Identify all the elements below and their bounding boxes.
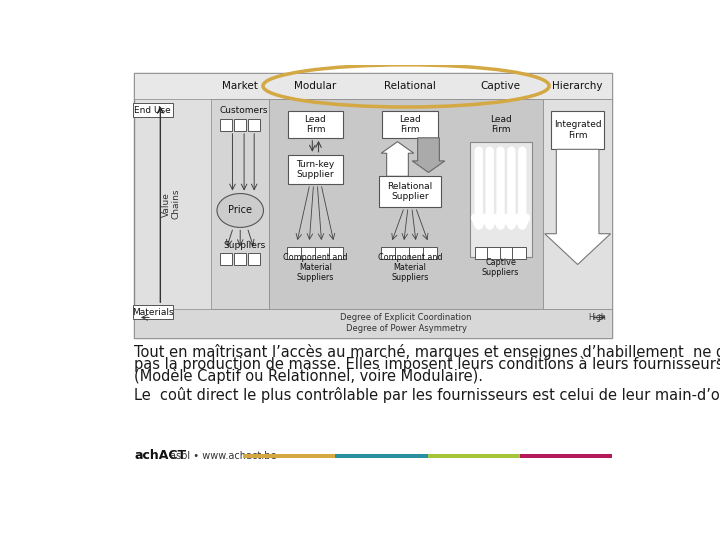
- FancyBboxPatch shape: [287, 247, 301, 259]
- Text: Component and
Material
Suppliers: Component and Material Suppliers: [378, 253, 442, 282]
- FancyBboxPatch shape: [134, 72, 612, 338]
- Text: Lead
Firm: Lead Firm: [490, 114, 511, 134]
- Text: Degree of Power Asymmetry: Degree of Power Asymmetry: [346, 323, 467, 333]
- Text: Materials: Materials: [132, 308, 174, 316]
- FancyBboxPatch shape: [132, 103, 173, 117]
- FancyBboxPatch shape: [132, 305, 173, 319]
- FancyArrow shape: [381, 141, 414, 177]
- FancyBboxPatch shape: [543, 99, 612, 309]
- FancyBboxPatch shape: [379, 177, 441, 207]
- Text: Lead
Firm: Lead Firm: [305, 114, 326, 134]
- FancyBboxPatch shape: [211, 99, 269, 309]
- FancyBboxPatch shape: [500, 247, 513, 259]
- Text: Chains: Chains: [171, 189, 180, 219]
- Text: Price: Price: [228, 205, 252, 215]
- Text: Modular: Modular: [294, 81, 336, 91]
- Text: Tout en maîtrisant l’accès au marché, marques et enseignes d’habillement  ne gèr: Tout en maîtrisant l’accès au marché, ma…: [134, 343, 720, 360]
- FancyBboxPatch shape: [395, 247, 409, 259]
- Text: pas la production de masse. Elles imposent leurs conditions à leurs fournisseurs: pas la production de masse. Elles impose…: [134, 356, 720, 372]
- FancyBboxPatch shape: [475, 247, 489, 259]
- Text: asbl • www.achact.be: asbl • www.achact.be: [170, 451, 276, 461]
- FancyBboxPatch shape: [423, 247, 437, 259]
- Text: Market: Market: [222, 81, 258, 91]
- FancyBboxPatch shape: [328, 247, 343, 259]
- Text: Le  coût direct le plus contrôlable par les fournisseurs est celui de leur main-: Le coût direct le plus contrôlable par l…: [134, 387, 720, 403]
- FancyBboxPatch shape: [134, 72, 612, 99]
- Text: Low: Low: [140, 313, 156, 322]
- FancyBboxPatch shape: [469, 141, 531, 257]
- FancyBboxPatch shape: [134, 309, 612, 338]
- FancyBboxPatch shape: [315, 247, 328, 259]
- FancyBboxPatch shape: [381, 247, 395, 259]
- Text: Customers: Customers: [220, 106, 269, 116]
- Text: Lead
Firm: Lead Firm: [399, 114, 420, 134]
- FancyBboxPatch shape: [409, 247, 423, 259]
- FancyBboxPatch shape: [552, 111, 604, 150]
- FancyBboxPatch shape: [287, 155, 343, 184]
- Text: High: High: [588, 313, 606, 322]
- FancyBboxPatch shape: [287, 111, 343, 138]
- Bar: [520, 455, 612, 457]
- Text: Relational
Supplier: Relational Supplier: [387, 182, 433, 201]
- FancyBboxPatch shape: [487, 247, 501, 259]
- Text: achACT: achACT: [134, 449, 186, 462]
- FancyBboxPatch shape: [248, 119, 261, 131]
- Text: Hierarchy: Hierarchy: [552, 81, 603, 91]
- FancyArrow shape: [413, 138, 445, 172]
- FancyBboxPatch shape: [301, 247, 315, 259]
- FancyBboxPatch shape: [269, 99, 543, 309]
- FancyBboxPatch shape: [220, 119, 233, 131]
- Text: Component and
Material
Suppliers: Component and Material Suppliers: [283, 253, 348, 282]
- Text: Relational: Relational: [384, 81, 436, 91]
- Text: (Modèle Captif ou Relationnel, voire Modulaire).: (Modèle Captif ou Relationnel, voire Mod…: [134, 368, 483, 384]
- FancyBboxPatch shape: [512, 247, 526, 259]
- Text: Value: Value: [162, 192, 171, 217]
- Text: Captive
Suppliers: Captive Suppliers: [482, 258, 519, 278]
- FancyBboxPatch shape: [234, 119, 246, 131]
- FancyBboxPatch shape: [248, 253, 261, 265]
- Bar: [428, 455, 520, 457]
- Text: End Use: End Use: [135, 106, 171, 114]
- Bar: [335, 455, 428, 457]
- FancyBboxPatch shape: [234, 253, 246, 265]
- Text: Degree of Explicit Coordination: Degree of Explicit Coordination: [341, 313, 472, 322]
- FancyBboxPatch shape: [382, 111, 438, 138]
- Text: Integrated
Firm: Integrated Firm: [554, 120, 601, 140]
- Text: Turn-key
Supplier: Turn-key Supplier: [297, 160, 335, 179]
- Text: Suppliers: Suppliers: [223, 241, 265, 250]
- Ellipse shape: [217, 193, 264, 227]
- FancyArrow shape: [545, 150, 611, 265]
- Bar: [243, 455, 335, 457]
- Text: Captive: Captive: [480, 81, 521, 91]
- FancyBboxPatch shape: [220, 253, 233, 265]
